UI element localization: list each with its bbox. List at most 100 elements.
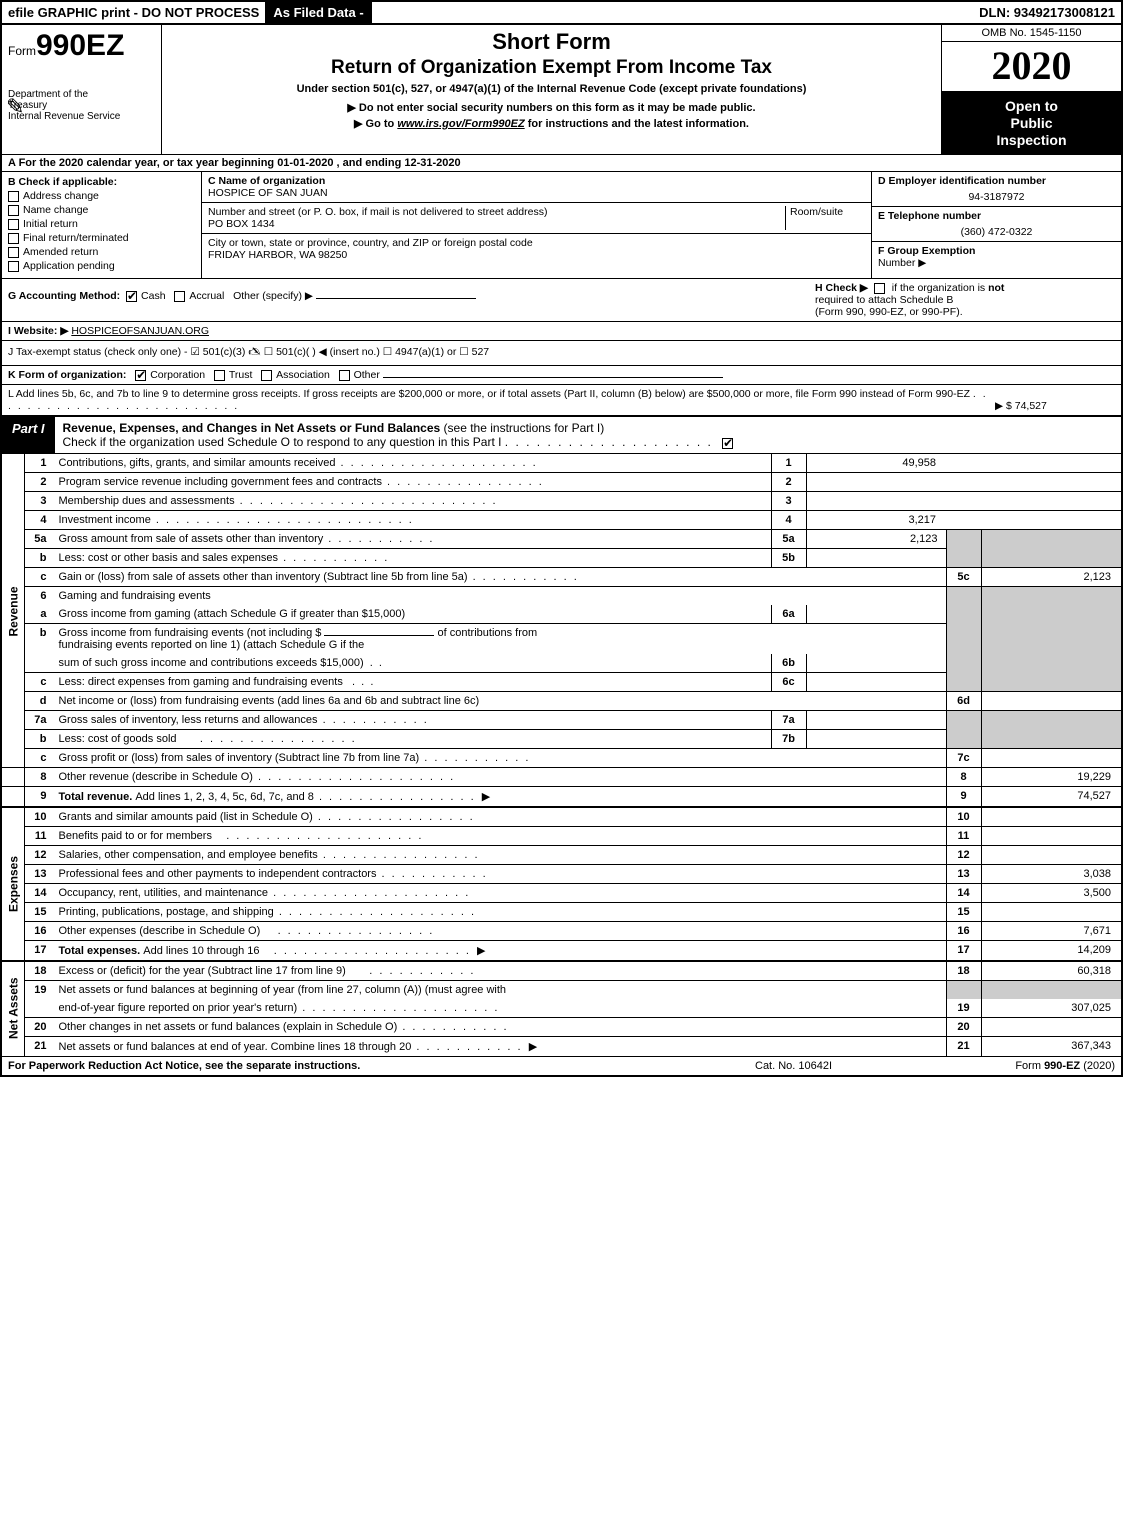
chk-accrual[interactable] [174, 291, 185, 302]
chk-other[interactable] [339, 370, 350, 381]
chk-schedule-o[interactable] [722, 438, 733, 449]
row-11: 11 Benefits paid to or for members 11 [2, 827, 1121, 846]
ein-label: D Employer identification number [878, 175, 1115, 187]
block-c: C Name of organization HOSPICE OF SAN JU… [202, 172, 871, 278]
under-section: Under section 501(c), 527, or 4947(a)(1)… [170, 83, 933, 95]
block-b: B Check if applicable: Address change Na… [2, 172, 202, 278]
ssn-notice: ▶ Do not enter social security numbers o… [170, 101, 933, 114]
grey-19 [946, 981, 981, 1000]
row-16: 16 Other expenses (describe in Schedule … [2, 922, 1121, 941]
part1-table: Revenue 1 Contributions, gifts, grants, … [2, 454, 1121, 1056]
block-e: E Telephone number (360) 472-0322 [872, 207, 1121, 242]
part1-title-block: Revenue, Expenses, and Changes in Net As… [55, 417, 746, 453]
form-footer: Form 990-EZ (2020) [935, 1060, 1115, 1072]
line-l: L Add lines 5b, 6c, and 7b to line 9 to … [2, 385, 1121, 416]
paperwork-notice: For Paperwork Reduction Act Notice, see … [8, 1060, 755, 1072]
tax-exempt-status: J Tax-exempt status (check only one) - ☑… [8, 346, 489, 358]
line-i: I Website: ▶ HOSPICEOFSANJUAN.ORG [2, 322, 1121, 341]
chk-address-change[interactable]: Address change [8, 190, 195, 202]
chk-cash[interactable] [126, 291, 137, 302]
row-6: 6 Gaming and fundraising events [2, 587, 1121, 606]
goto-post: for instructions and the latest informat… [525, 118, 749, 130]
line-g: G Accounting Method: Cash Accrual Other … [8, 282, 815, 318]
row-1: Revenue 1 Contributions, gifts, grants, … [2, 454, 1121, 473]
block-f: F Group Exemption Number ▶ [872, 242, 1121, 272]
as-filed-box: As Filed Data - [265, 2, 371, 23]
part1-check-line: Check if the organization used Schedule … [63, 435, 502, 449]
grey-7 [946, 711, 981, 749]
part1-sub: (see the instructions for Part I) [444, 421, 605, 435]
line-l-text: L Add lines 5b, 6c, and 7b to line 9 to … [8, 388, 970, 400]
other-org-input[interactable] [383, 377, 723, 378]
city-value: FRIDAY HARBOR, WA 98250 [208, 249, 865, 261]
goto-link[interactable]: www.irs.gov/Form990EZ [397, 118, 524, 130]
tax-year: 2020 [942, 42, 1121, 92]
form-header: Form990EZ ✎ Department of the Treasury I… [2, 25, 1121, 155]
other-method-input[interactable] [316, 298, 476, 299]
row-7c: c Gross profit or (loss) from sales of i… [2, 749, 1121, 768]
org-name-row: C Name of organization HOSPICE OF SAN JU… [202, 172, 871, 203]
cat-no: Cat. No. 10642I [755, 1060, 935, 1072]
row-7a: 7a Gross sales of inventory, less return… [2, 711, 1121, 730]
form-number-block: Form990EZ [8, 29, 155, 63]
chk-application-pending[interactable]: Application pending [8, 260, 195, 272]
room-suite: Room/suite [785, 206, 865, 230]
goto-line: ▶ Go to www.irs.gov/Form990EZ for instru… [170, 117, 933, 130]
row-3: 3 Membership dues and assessments 3 [2, 492, 1121, 511]
dept-block: Department of the Treasury Internal Reve… [8, 89, 155, 122]
grey-5ab [946, 530, 981, 568]
row-21: 21 Net assets or fund balances at end of… [2, 1037, 1121, 1057]
row-12: 12 Salaries, other compensation, and emp… [2, 846, 1121, 865]
group-exemption-label: F Group Exemption [878, 245, 975, 257]
fundraising-amount-input[interactable] [324, 635, 434, 636]
row-10: Expenses 10 Grants and similar amounts p… [2, 807, 1121, 827]
line-a: A For the 2020 calendar year, or tax yea… [2, 155, 1121, 172]
form-prefix: Form [8, 44, 36, 58]
omb-number: OMB No. 1545-1150 [942, 25, 1121, 42]
street-row: Number and street (or P. O. box, if mail… [202, 203, 871, 234]
row-8: 8 Other revenue (describe in Schedule O)… [2, 768, 1121, 787]
form-number: 990EZ [36, 29, 124, 62]
grey-6 [946, 587, 981, 692]
chk-trust[interactable] [214, 370, 225, 381]
street-label: Number and street (or P. O. box, if mail… [208, 206, 785, 218]
pen-icon: ✎ [6, 94, 24, 120]
chk-final-return[interactable]: Final return/terminated [8, 232, 195, 244]
row-18: Net Assets 18 Excess or (deficit) for th… [2, 961, 1121, 981]
line-k-label: K Form of organization: [8, 369, 126, 381]
chk-schedule-b-not-required[interactable] [874, 283, 885, 294]
row-17: 17 Total expenses. Add lines 10 through … [2, 941, 1121, 962]
part1-tag: Part I [2, 417, 55, 453]
sidebar-netassets: Net Assets [2, 961, 25, 1056]
line-h: H Check ▶ if the organization is not req… [815, 282, 1115, 318]
line-l-amount: ▶ $ 74,527 [995, 388, 1115, 412]
chk-name-change[interactable]: Name change [8, 204, 195, 216]
header-right: OMB No. 1545-1150 2020 Open to Public In… [941, 25, 1121, 154]
goto-pre: ▶ Go to [354, 118, 397, 130]
form-page: efile GRAPHIC print - DO NOT PROCESS As … [0, 0, 1123, 1077]
efile-notice: efile GRAPHIC print - DO NOT PROCESS [2, 2, 265, 23]
block-def: D Employer identification number 94-3187… [871, 172, 1121, 278]
sidebar-revenue: Revenue [2, 454, 25, 768]
block-bcdef: B Check if applicable: Address change Na… [2, 172, 1121, 279]
row-5a: 5a Gross amount from sale of assets othe… [2, 530, 1121, 549]
header-left: Form990EZ ✎ Department of the Treasury I… [2, 25, 162, 154]
chk-amended-return[interactable]: Amended return [8, 246, 195, 258]
website-value[interactable]: HOSPICEOFSANJUAN.ORG [71, 325, 209, 337]
org-name-label: C Name of organization [208, 175, 865, 187]
line-j: J Tax-exempt status (check only one) - ☑… [2, 341, 1121, 366]
chk-association[interactable] [261, 370, 272, 381]
chk-corporation[interactable] [135, 370, 146, 381]
city-label: City or town, state or province, country… [208, 237, 865, 249]
line-g-label: G Accounting Method: [8, 290, 120, 302]
street-value: PO BOX 1434 [208, 218, 785, 230]
part1-header: Part I Revenue, Expenses, and Changes in… [2, 416, 1121, 454]
chk-initial-return[interactable]: Initial return [8, 218, 195, 230]
sidebar-expenses: Expenses [2, 807, 25, 961]
row-5c: c Gain or (loss) from sale of assets oth… [2, 568, 1121, 587]
top-bar: efile GRAPHIC print - DO NOT PROCESS As … [2, 2, 1121, 25]
org-name: HOSPICE OF SAN JUAN [208, 187, 865, 199]
open-line2: Public [946, 115, 1117, 132]
row-15: 15 Printing, publications, postage, and … [2, 903, 1121, 922]
row-9: 9 Total revenue. Add lines 1, 2, 3, 4, 5… [2, 787, 1121, 808]
